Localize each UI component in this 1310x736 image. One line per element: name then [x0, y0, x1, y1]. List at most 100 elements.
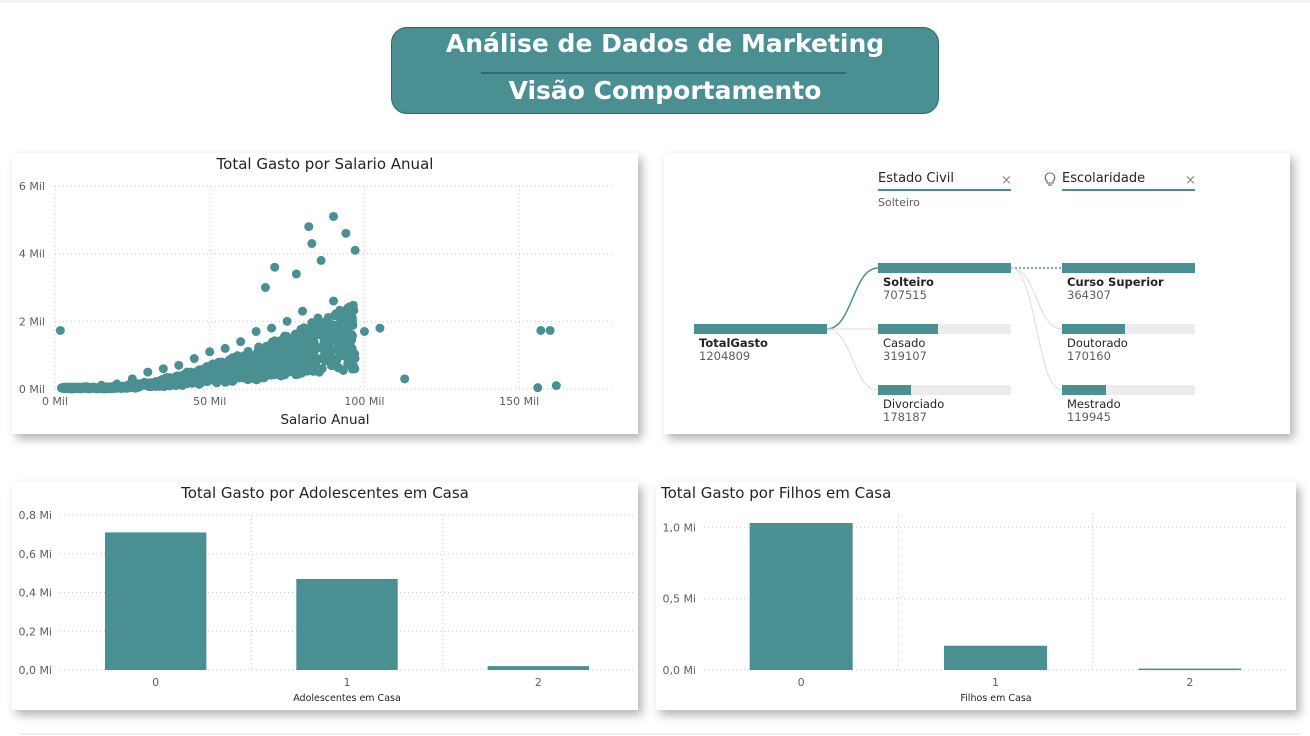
teen-bar-chart[interactable]: 0,0 Mi 0,2 Mi 0,4 Mi 0,6 Mi 0,8 Mi 0 1 2	[12, 482, 638, 710]
scatter-point	[341, 306, 351, 316]
tree-header-escolaridade[interactable]: Escolaridade	[1062, 171, 1146, 186]
bottom-divider	[20, 733, 1300, 735]
scatter-point	[304, 351, 314, 361]
scatter-point	[350, 245, 360, 255]
scatter-point	[222, 361, 232, 371]
kids-x-tick: 0	[798, 676, 805, 689]
scatter-point	[256, 373, 266, 383]
scatter-point	[220, 343, 230, 353]
scatter-point	[331, 358, 341, 368]
scatter-point	[183, 377, 193, 387]
teen-bar-visual[interactable]: Total Gasto por Adolescentes em Casa 0,0…	[12, 482, 638, 710]
scatter-point	[123, 381, 133, 391]
scatter-point	[329, 211, 338, 221]
kids-bar	[944, 645, 1047, 670]
kids-y-tick: 0,5 Mi	[662, 593, 696, 606]
kids-bar	[1138, 668, 1242, 671]
tree-connectors	[826, 267, 1063, 391]
scatter-point	[182, 370, 192, 380]
tree-node-mestrado-value: 119945	[1067, 410, 1111, 424]
scatter-point	[251, 326, 261, 336]
teen-y-tick: 0,8 Mi	[18, 509, 52, 522]
tree-node-solteiro-bar	[878, 263, 1011, 273]
tree-link-root-divorciado	[826, 328, 879, 391]
teen-y-tick: 0,4 Mi	[18, 587, 52, 600]
scatter-plot[interactable]: 0 Mil 2 Mil 4 Mil 6 Mil 0 Mil 50 Mil 100 Mil 15…	[12, 153, 638, 434]
scatter-point	[148, 381, 158, 391]
scatter-point	[89, 382, 99, 392]
scatter-point	[298, 306, 308, 316]
tree-node-solteiro-track[interactable]	[878, 263, 1011, 273]
tree-node-root-bar[interactable]	[694, 324, 827, 334]
scatter-y-tick: 4 Mil	[19, 248, 45, 261]
scatter-point	[143, 367, 153, 377]
tree-node-divorciado-bar	[878, 385, 912, 395]
lightbulb-icon[interactable]	[1044, 172, 1056, 188]
scatter-point	[112, 379, 122, 389]
scatter-point	[308, 366, 318, 376]
scatter-point	[314, 327, 324, 337]
scatter-point	[290, 339, 300, 349]
remove-level-escolaridade-button[interactable]: ×	[1185, 173, 1196, 188]
kids-bar-chart[interactable]: 0,0 Mi 0,5 Mi 1,0 Mi 0 1 2	[656, 482, 1296, 710]
scatter-x-tick: 100 Mil	[344, 395, 384, 408]
tree-node-casado-value: 319107	[883, 349, 927, 363]
tree-node-mestrado-label: Mestrado	[1067, 397, 1121, 411]
scatter-point	[222, 375, 232, 385]
scatter-point	[213, 361, 223, 371]
scatter-point	[341, 228, 351, 238]
scatter-point	[81, 382, 91, 392]
tree-filter-value: Solteiro	[878, 196, 920, 209]
kids-bar-visual[interactable]: Total Gasto por Filhos em Casa 0,0 Mi 0,5…	[656, 482, 1296, 710]
scatter-point	[206, 373, 216, 383]
tree-node-curso-superior-track[interactable]	[1062, 263, 1195, 273]
scatter-visual[interactable]: Total Gasto por Salario Anual 0 Mil 2 Mil…	[12, 153, 638, 434]
teen-x-tick: 0	[152, 676, 159, 689]
remove-level-estado-civil-button[interactable]: ×	[1001, 173, 1012, 188]
teen-x-tick: 1	[344, 676, 351, 689]
kids-x-tick: 1	[992, 676, 999, 689]
scatter-point	[267, 323, 277, 333]
scatter-y-tick: 2 Mil	[19, 315, 45, 328]
tree-node-divorciado-label: Divorciado	[883, 397, 945, 411]
tree-node-doutorado-label: Doutorado	[1067, 336, 1128, 350]
tree-node-mestrado-bar	[1062, 385, 1106, 395]
scatter-point	[234, 369, 244, 379]
kids-y-tick: 1,0 Mi	[662, 521, 696, 534]
scatter-point	[551, 381, 561, 391]
scatter-point	[400, 374, 410, 384]
teen-chart-title: Total Gasto por Adolescentes em Casa	[181, 484, 469, 502]
teen-y-tick: 0,6 Mi	[18, 548, 52, 561]
kids-chart-title: Total Gasto por Filhos em Casa	[661, 484, 892, 502]
scatter-point	[304, 222, 314, 232]
scatter-point	[261, 366, 271, 376]
report-subtitle: Visão Comportamento	[508, 76, 822, 105]
tree-header-estado-civil[interactable]: Estado Civil	[878, 171, 954, 186]
scatter-point	[96, 380, 106, 390]
scatter-point	[158, 364, 168, 374]
tree-node-divorciado-track[interactable]	[878, 385, 1011, 395]
scatter-point	[342, 348, 352, 358]
scatter-point	[284, 358, 294, 368]
teen-bar	[296, 578, 398, 670]
scatter-point	[307, 239, 317, 249]
scatter-point	[343, 359, 353, 369]
scatter-point	[137, 378, 147, 388]
tree-node-curso-superior-value: 364307	[1067, 288, 1111, 302]
tree-node-mestrado-track[interactable]	[1062, 385, 1195, 395]
scatter-point	[333, 325, 343, 335]
scatter-point	[344, 333, 354, 343]
scatter-point	[272, 341, 282, 351]
tree-node-doutorado-track[interactable]	[1062, 324, 1195, 334]
scatter-point	[306, 334, 316, 344]
decomposition-tree-visual[interactable]: Estado Civil × Solteiro Escolaridade × T…	[664, 153, 1290, 434]
tree-link-solteiro-mestrado	[1010, 267, 1063, 391]
tree-header-underline-2	[1062, 189, 1195, 191]
scatter-point	[329, 311, 339, 321]
tree-node-casado-track[interactable]	[878, 324, 1011, 334]
scatter-point	[312, 355, 322, 365]
tree-node-curso-superior-label: Curso Superior	[1067, 275, 1164, 289]
scatter-point	[285, 347, 295, 357]
teen-x-axis-title: Adolescentes em Casa	[293, 693, 401, 704]
scatter-point	[313, 313, 323, 323]
